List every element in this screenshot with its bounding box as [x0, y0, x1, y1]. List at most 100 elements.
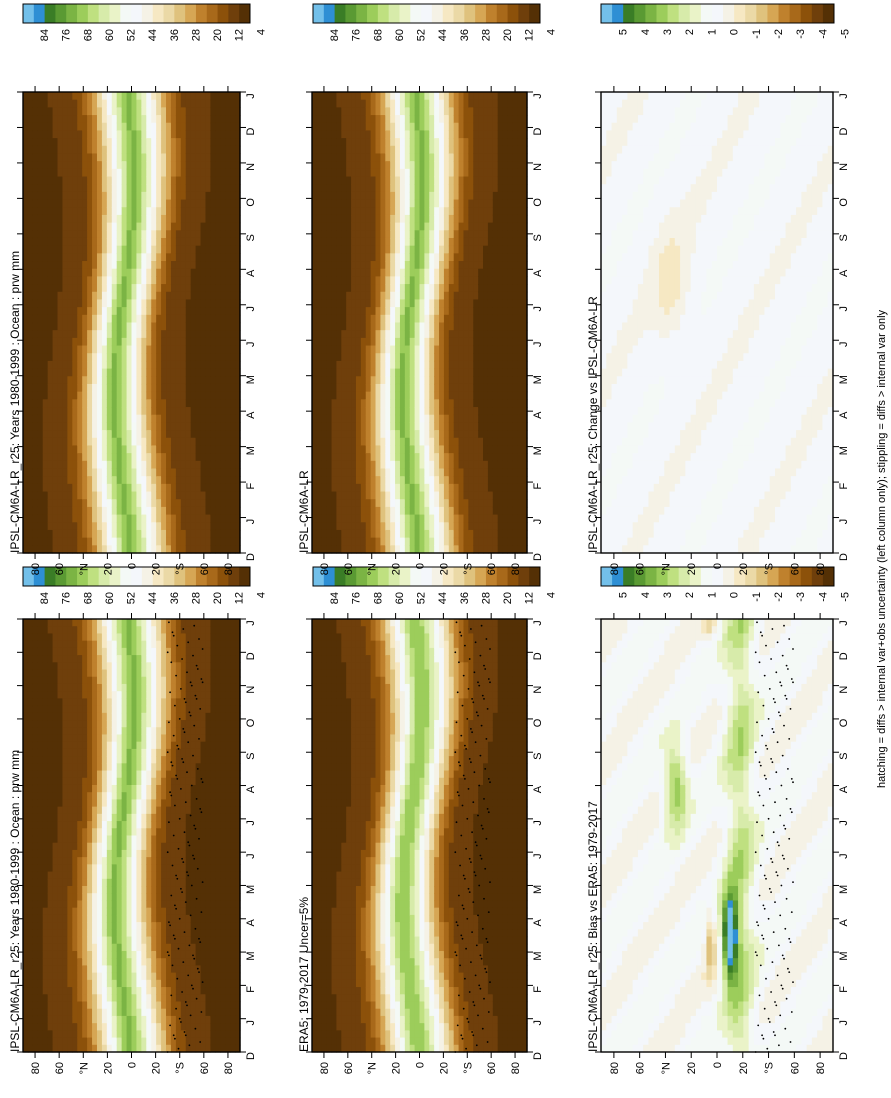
heatmap-cell	[166, 415, 172, 423]
heatmap-cell	[215, 633, 221, 641]
heatmap-cell	[225, 973, 231, 981]
heatmap-cell	[67, 662, 73, 670]
heatmap-cell	[87, 944, 93, 952]
heatmap-cell	[72, 107, 78, 115]
heatmap-cell	[166, 929, 172, 937]
heatmap-cell	[53, 215, 59, 223]
heatmap-cell	[102, 415, 108, 423]
heatmap-cell	[191, 169, 197, 177]
heatmap-cell	[43, 461, 49, 469]
heatmap-cell	[43, 756, 49, 764]
heatmap-cell	[43, 200, 49, 208]
heatmap-cell	[225, 1023, 231, 1031]
heatmap-cell	[38, 619, 44, 627]
heatmap-cell	[151, 872, 157, 880]
heatmap-cell	[127, 843, 133, 851]
heatmap-cell	[67, 438, 73, 446]
heatmap-cell	[122, 184, 128, 192]
heatmap-cell	[132, 468, 138, 476]
heatmap-cell	[92, 353, 98, 361]
heatmap-cell	[186, 515, 192, 523]
heatmap-cell	[176, 799, 182, 807]
heatmap-cell	[43, 648, 49, 656]
heatmap-cell	[38, 353, 44, 361]
heatmap-cell	[117, 893, 123, 901]
heatmap-cell	[220, 734, 226, 742]
heatmap-cell	[33, 908, 39, 916]
heatmap-cell	[122, 944, 128, 952]
stipple-dot	[193, 725, 195, 727]
heatmap-cell	[77, 980, 83, 988]
stipple-dot	[186, 671, 188, 673]
heatmap-cell	[53, 1023, 59, 1031]
heatmap-cell	[136, 915, 142, 923]
heatmap-cell	[230, 994, 236, 1002]
heatmap-cell	[171, 530, 177, 538]
heatmap-cell	[87, 727, 93, 735]
heatmap-cell	[43, 951, 49, 959]
heatmap-cell	[196, 756, 202, 764]
heatmap-cell	[136, 346, 142, 354]
heatmap-cell	[117, 484, 123, 492]
heatmap-cell	[146, 384, 152, 392]
stipple-dot	[179, 718, 181, 720]
heatmap-cell	[161, 1016, 167, 1024]
heatmap-cell	[112, 177, 118, 185]
heatmap-cell	[82, 284, 88, 292]
heatmap-cell	[146, 492, 152, 500]
heatmap-cell	[132, 169, 138, 177]
heatmap-cell	[28, 713, 34, 721]
heatmap-cell	[33, 872, 39, 880]
heatmap-cell	[117, 937, 123, 945]
heatmap-cell	[161, 192, 167, 200]
heatmap-cell	[72, 223, 78, 231]
heatmap-cell	[33, 338, 39, 346]
heatmap-cell	[43, 476, 49, 484]
heatmap-cell	[166, 184, 172, 192]
month-tick-label: D	[245, 1052, 257, 1060]
heatmap-cell	[127, 720, 133, 728]
heatmap-cell	[136, 330, 142, 338]
heatmap-cell	[132, 763, 138, 771]
heatmap-cell	[58, 626, 64, 634]
heatmap-cell	[33, 192, 39, 200]
heatmap-cell	[186, 223, 192, 231]
heatmap-cell	[161, 944, 167, 952]
heatmap-cell	[38, 965, 44, 973]
heatmap-cell	[191, 763, 197, 771]
heatmap-cell	[122, 1009, 128, 1017]
heatmap-cell	[181, 476, 187, 484]
heatmap-cell	[161, 223, 167, 231]
heatmap-cell	[156, 353, 162, 361]
heatmap-cell	[176, 407, 182, 415]
heatmap-cell	[43, 987, 49, 995]
heatmap-cell	[48, 1023, 54, 1031]
heatmap-cell	[102, 807, 108, 815]
heatmap-cell	[196, 843, 202, 851]
heatmap-cell	[33, 184, 39, 192]
heatmap-cell	[102, 626, 108, 634]
heatmap-cell	[67, 130, 73, 138]
heatmap-cell	[82, 484, 88, 492]
heatmap-cell	[92, 415, 98, 423]
heatmap-cell	[201, 973, 207, 981]
heatmap-cell	[225, 908, 231, 916]
heatmap-cell	[67, 670, 73, 678]
heatmap-cell	[132, 399, 138, 407]
heatmap-cell	[58, 207, 64, 215]
heatmap-cell	[191, 1001, 197, 1009]
heatmap-cell	[72, 369, 78, 377]
heatmap-cell	[122, 392, 128, 400]
heatmap-cell	[28, 161, 34, 169]
heatmap-cell	[136, 677, 142, 685]
heatmap-cell	[151, 785, 157, 793]
stipple-dot	[190, 1015, 192, 1017]
heatmap-cell	[127, 994, 133, 1002]
heatmap-cell	[48, 749, 54, 757]
heatmap-cell	[53, 922, 59, 930]
heatmap-cell	[53, 742, 59, 750]
heatmap-cell	[127, 1001, 133, 1009]
heatmap-cell	[28, 323, 34, 331]
heatmap-cell	[97, 670, 103, 678]
colorbar-label: 68	[82, 592, 94, 604]
